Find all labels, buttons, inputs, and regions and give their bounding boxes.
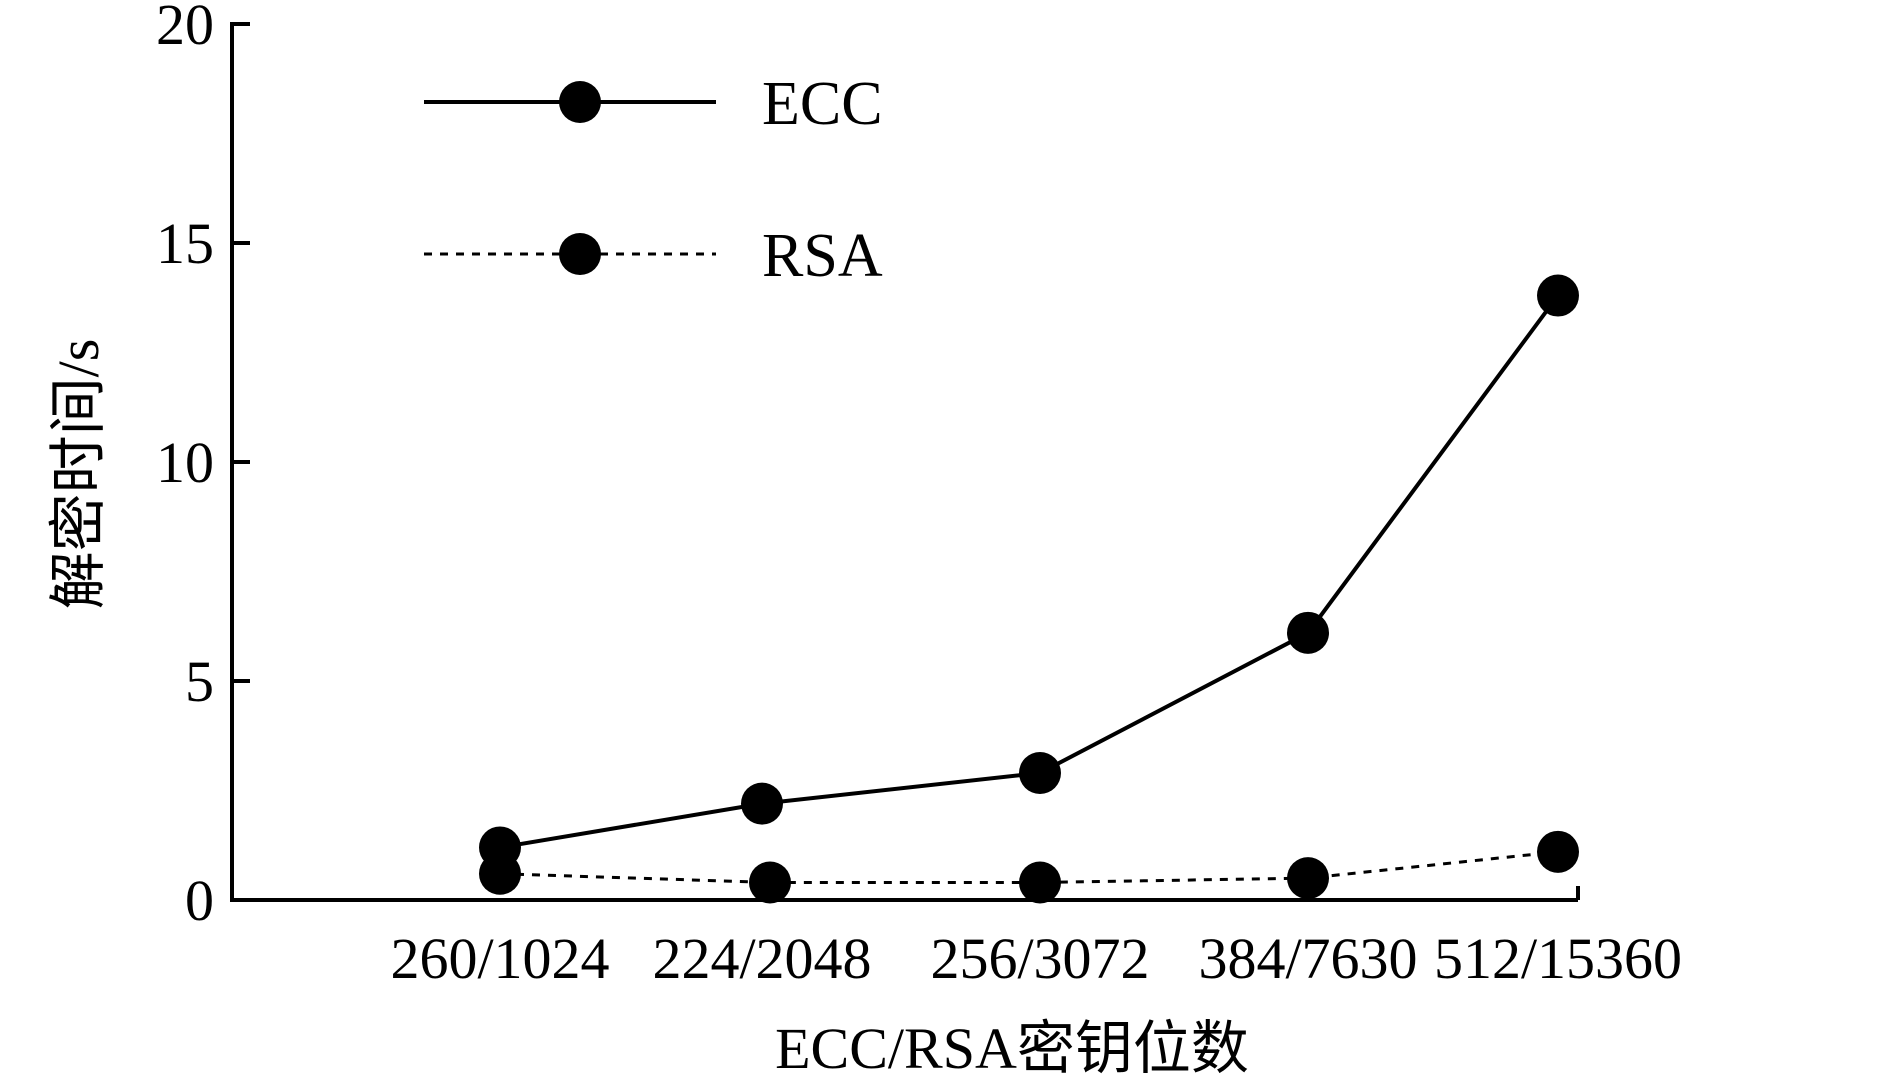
y-tick-label: 15 xyxy=(156,211,214,276)
data-point-ecc xyxy=(741,782,783,825)
y-tick-label: 0 xyxy=(185,868,214,933)
data-point-rsa xyxy=(749,861,791,904)
x-tick-label: 256/3072 xyxy=(930,926,1149,991)
data-point-rsa xyxy=(1019,861,1061,904)
y-axis-title: 解密时间/s xyxy=(46,339,111,610)
legend-label-ecc: ECC xyxy=(762,70,883,138)
data-point-rsa xyxy=(479,852,521,895)
legend-marker-ecc xyxy=(559,81,601,123)
x-tick-label: 260/1024 xyxy=(390,926,609,991)
x-tick-label: 384/7630 xyxy=(1198,926,1417,991)
legend-marker-rsa xyxy=(559,233,601,275)
y-tick-label: 5 xyxy=(185,649,214,714)
data-point-ecc xyxy=(1019,751,1061,794)
x-axis-title: ECC/RSA密钥位数 xyxy=(775,1016,1249,1076)
data-point-ecc xyxy=(1537,274,1579,317)
data-point-rsa xyxy=(1537,830,1579,873)
data-point-rsa xyxy=(1287,857,1329,900)
y-tick-label: 20 xyxy=(156,0,214,57)
x-tick-label: 512/15360 xyxy=(1434,926,1682,991)
series-line-rsa xyxy=(499,850,1559,884)
legend-label-rsa: RSA xyxy=(762,222,883,290)
data-point-ecc xyxy=(1287,611,1329,654)
y-tick-label: 10 xyxy=(156,430,214,495)
x-tick-label: 224/2048 xyxy=(652,926,871,991)
